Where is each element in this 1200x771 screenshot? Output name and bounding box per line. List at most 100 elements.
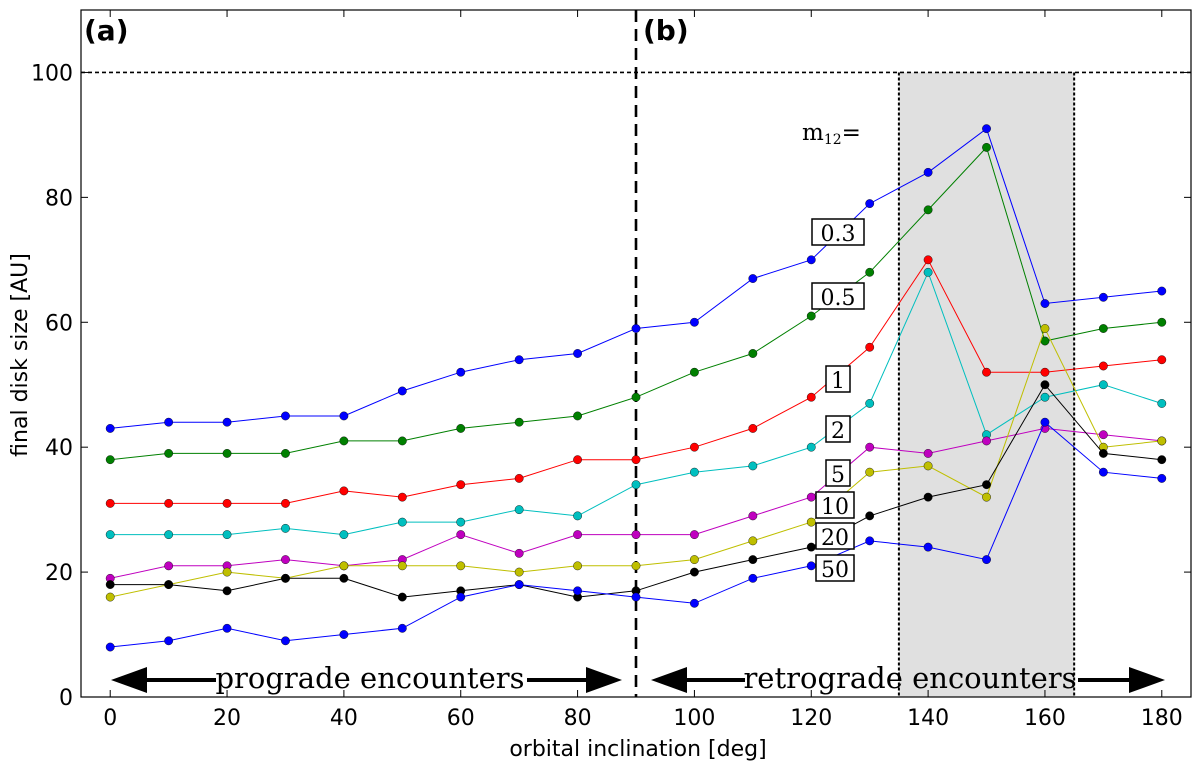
data-point-50-50	[397, 623, 407, 633]
series-label-text-20: 20	[821, 526, 849, 551]
retrograde-arrow-head-right	[1129, 667, 1165, 693]
data-point-1-10	[164, 498, 174, 508]
series-label-box-20	[815, 522, 855, 550]
data-point-10-0	[105, 592, 115, 602]
series-label-0.5: 0.5	[811, 282, 865, 311]
x-tick-label-60: 60	[447, 706, 475, 731]
data-point-1-30	[281, 498, 290, 508]
data-point-0.3-30	[281, 411, 290, 421]
data-point-5-80	[573, 530, 582, 540]
data-point-0.5-50	[397, 436, 407, 446]
data-point-1-90	[631, 455, 641, 465]
data-point-10-40	[339, 561, 349, 571]
data-point-5-30	[281, 555, 290, 564]
data-point-50-60	[456, 592, 466, 602]
data-point-10-130	[865, 467, 875, 477]
data-point-1-40	[339, 486, 349, 496]
data-point-50-100	[690, 598, 699, 608]
legend-title: m12=	[802, 120, 861, 148]
series-label-box-1	[825, 365, 851, 393]
encounter-arrows	[111, 667, 1165, 693]
data-point-0.3-140	[923, 167, 933, 177]
series-0.3	[105, 124, 1167, 433]
data-point-1-110	[748, 424, 758, 433]
data-point-20-40	[339, 573, 349, 583]
series-label-10: 10	[815, 491, 855, 520]
data-point-2-170	[1098, 380, 1108, 390]
data-point-50-30	[281, 636, 290, 646]
data-point-1-150	[982, 367, 991, 377]
data-point-0.3-50	[397, 386, 407, 396]
data-point-20-0	[105, 580, 115, 589]
x-tick-label-0: 0	[103, 706, 117, 731]
series-label-20: 20	[815, 522, 855, 551]
data-point-50-0	[105, 642, 115, 652]
data-point-20-130	[865, 511, 875, 521]
data-point-10-150	[982, 492, 991, 502]
data-point-2-130	[865, 399, 875, 408]
data-point-20-10	[164, 580, 174, 589]
x-tick-label-100: 100	[673, 706, 715, 731]
data-point-10-100	[690, 555, 699, 564]
series-20	[105, 380, 1167, 602]
data-point-10-110	[748, 536, 758, 546]
data-point-0.3-40	[339, 411, 349, 421]
data-point-1-0	[105, 498, 115, 508]
data-point-10-50	[397, 561, 407, 571]
series-label-text-0.3: 0.3	[821, 222, 856, 247]
data-point-20-110	[748, 555, 758, 564]
data-point-10-90	[631, 561, 641, 571]
data-point-2-100	[690, 467, 699, 477]
data-point-0.3-150	[982, 124, 991, 134]
data-point-1-120	[806, 392, 816, 402]
x-tick-label-120: 120	[790, 706, 832, 731]
retrograde-arrow-head-left	[651, 667, 687, 693]
x-tick-label-80: 80	[564, 706, 592, 731]
data-point-20-180	[1157, 455, 1167, 465]
data-point-0.3-110	[748, 274, 758, 283]
data-point-10-60	[456, 561, 466, 571]
data-point-50-90	[631, 592, 641, 602]
data-point-50-140	[923, 542, 933, 552]
data-point-10-160	[1040, 324, 1050, 333]
data-point-20-150	[982, 480, 991, 490]
x-tick-label-180: 180	[1141, 706, 1183, 731]
series-label-text-50: 50	[821, 558, 849, 583]
data-point-1-160	[1040, 367, 1050, 377]
data-point-0.5-60	[456, 424, 466, 433]
data-point-20-100	[690, 567, 699, 577]
data-point-10-180	[1157, 436, 1167, 446]
data-point-50-170	[1098, 467, 1108, 477]
data-point-0.3-100	[690, 317, 699, 327]
data-point-50-10	[164, 636, 174, 646]
data-point-0.5-140	[923, 205, 933, 215]
panel-label-a: (a)	[84, 14, 129, 47]
series-label-text-0.5: 0.5	[821, 286, 856, 311]
reference-lines	[81, 10, 1191, 697]
data-point-2-160	[1040, 392, 1050, 402]
data-point-50-80	[573, 586, 582, 596]
data-point-0.3-60	[456, 367, 466, 377]
data-point-50-110	[748, 573, 758, 583]
data-point-10-80	[573, 561, 582, 571]
y-tick-label-40: 40	[45, 436, 73, 461]
x-tick-label-160: 160	[1024, 706, 1066, 731]
data-point-10-20	[222, 567, 232, 577]
data-point-50-130	[865, 536, 875, 546]
data-point-1-140	[923, 255, 933, 265]
data-point-2-0	[105, 530, 115, 540]
data-point-2-90	[631, 480, 641, 490]
data-point-50-160	[1040, 417, 1050, 427]
data-point-50-40	[339, 630, 349, 639]
series-label-box-50	[815, 554, 855, 582]
data-point-20-50	[397, 592, 407, 602]
data-point-2-10	[164, 530, 174, 540]
data-point-2-50	[397, 517, 407, 527]
data-point-0.3-0	[105, 424, 115, 433]
data-point-0.3-170	[1098, 292, 1108, 302]
data-point-2-20	[222, 530, 232, 540]
data-point-20-30	[281, 573, 290, 583]
x-tick-label-140: 140	[907, 706, 949, 731]
series-label-5: 5	[825, 459, 851, 488]
data-point-1-20	[222, 498, 232, 508]
